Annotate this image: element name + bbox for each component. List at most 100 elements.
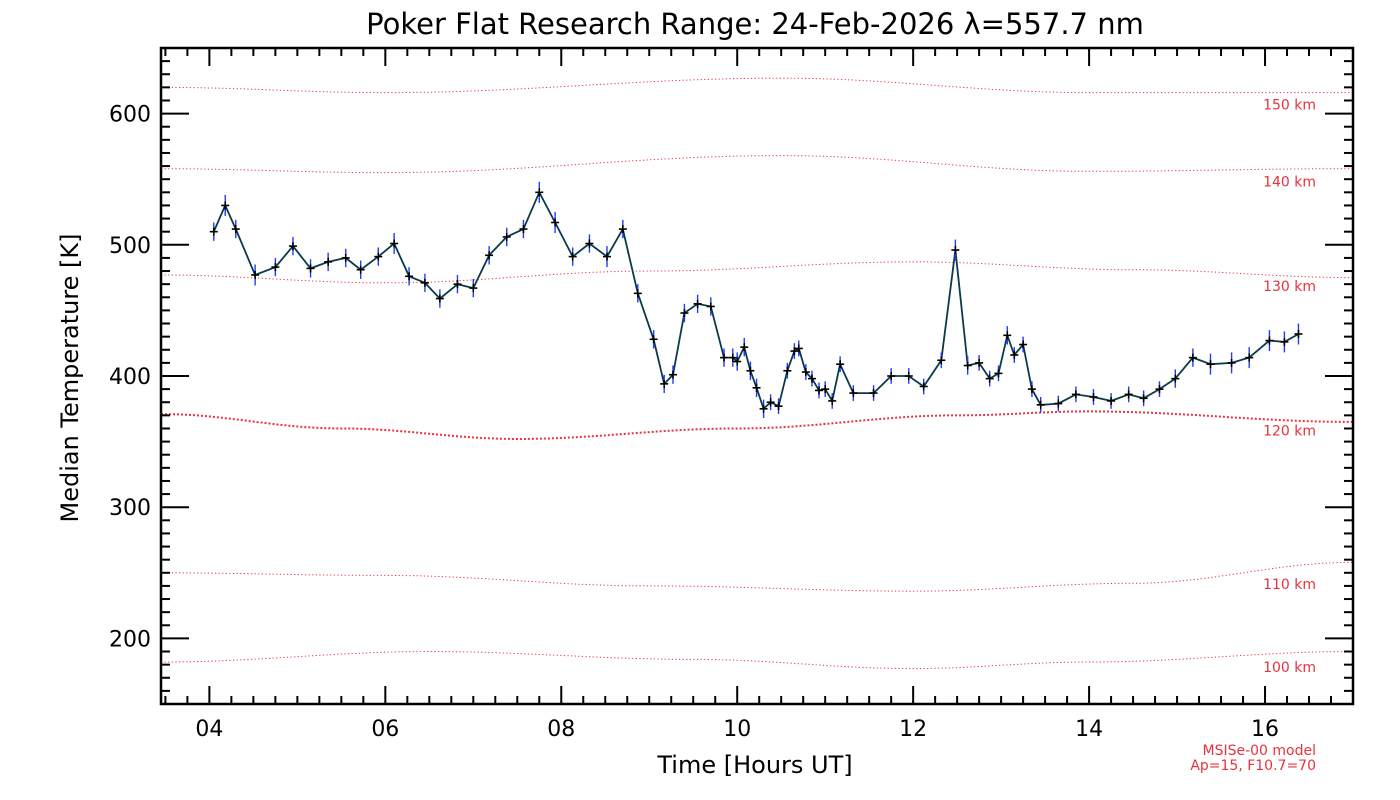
data-point — [951, 246, 960, 255]
data-point — [849, 389, 858, 398]
model-curve — [161, 561, 1353, 592]
model-note-line2: Ap=15, F10.7=70 — [1190, 758, 1316, 774]
data-point — [680, 309, 689, 318]
data-point — [733, 357, 742, 366]
data-point — [1139, 394, 1148, 403]
y-tick-label: 600 — [109, 103, 151, 128]
data-point — [1245, 353, 1254, 362]
data-point — [660, 379, 669, 388]
data-point — [374, 252, 383, 261]
data-point — [231, 225, 240, 234]
x-tick-label: 08 — [547, 717, 575, 742]
data-point — [585, 239, 594, 248]
data-point — [1188, 353, 1197, 362]
data-point — [306, 264, 315, 273]
chart-title: Poker Flat Research Range: 24-Feb-2026 λ… — [366, 7, 1144, 41]
data-point — [740, 343, 749, 352]
data-point — [1019, 340, 1028, 349]
data-point — [324, 257, 333, 266]
altitude-label: 120 km — [1263, 423, 1316, 439]
data-point — [1036, 400, 1045, 409]
data-point — [706, 302, 715, 311]
model-curve — [160, 410, 1353, 440]
data-point — [887, 372, 896, 380]
model-curve — [161, 261, 1353, 284]
data-point — [209, 227, 218, 236]
data-point — [794, 344, 803, 353]
x-tick-label: 10 — [723, 717, 751, 742]
altitude-label: 130 km — [1263, 279, 1316, 295]
data-point — [1071, 390, 1080, 399]
data-point — [1280, 337, 1289, 346]
data-point — [904, 372, 913, 380]
data-point — [485, 251, 494, 260]
altitude-label: 150 km — [1263, 98, 1316, 114]
data-point — [356, 265, 365, 274]
data-point — [420, 278, 429, 287]
data-point — [551, 218, 560, 227]
data-point — [759, 404, 768, 413]
data-point — [1171, 374, 1180, 383]
data-point — [836, 360, 845, 369]
plot-frame — [159, 46, 1355, 706]
altitude-label: 100 km — [1263, 660, 1316, 676]
data-point — [453, 280, 462, 289]
data-point — [801, 368, 810, 377]
series-line — [212, 190, 1299, 411]
altitude-label: 110 km — [1263, 577, 1316, 593]
data-point — [1054, 399, 1063, 408]
data-point — [405, 272, 414, 281]
data-series — [209, 181, 1303, 418]
data-point — [1003, 331, 1012, 340]
data-point — [1206, 360, 1215, 369]
data-point — [693, 299, 702, 308]
data-point — [390, 239, 399, 248]
y-tick-label: 500 — [109, 234, 151, 259]
data-point — [469, 284, 478, 293]
data-point — [774, 402, 783, 411]
data-point — [790, 347, 799, 356]
x-tick-label: 12 — [899, 717, 927, 742]
data-point — [752, 383, 761, 392]
data-point — [975, 358, 984, 367]
data-point — [1265, 336, 1274, 345]
data-point — [766, 398, 775, 407]
model-curve — [161, 155, 1353, 174]
altitude-label: 140 km — [1263, 175, 1316, 191]
x-axis-label: Time [Hours UT] — [656, 751, 852, 779]
model-curve — [161, 651, 1353, 670]
data-point — [828, 396, 837, 405]
data-point — [618, 225, 627, 234]
data-point — [1227, 358, 1236, 367]
x-tick-label: 06 — [371, 717, 399, 742]
data-point — [341, 253, 350, 262]
data-point — [1107, 396, 1116, 405]
data-point — [821, 385, 830, 394]
data-point — [1294, 330, 1303, 339]
data-point — [720, 353, 729, 362]
data-point — [568, 252, 577, 261]
data-point — [994, 369, 1003, 378]
data-point — [633, 289, 642, 298]
data-point — [919, 382, 928, 391]
tick-labels: 04 06 08 10 12 14 16 200 300 400 500 600 — [109, 103, 1279, 742]
data-point — [649, 335, 658, 344]
data-point — [985, 374, 994, 383]
model-note-line1: MSISe-00 model — [1202, 743, 1316, 759]
data-point — [1155, 385, 1164, 394]
x-tick-label: 16 — [1251, 717, 1279, 742]
data-point — [963, 361, 972, 370]
data-point — [221, 201, 230, 210]
data-point — [502, 232, 511, 241]
y-tick-label: 300 — [109, 496, 151, 521]
data-point — [869, 389, 878, 398]
data-point — [1124, 390, 1133, 399]
data-point — [937, 356, 946, 365]
data-point — [807, 374, 816, 383]
x-tick-label: 14 — [1075, 717, 1103, 742]
data-point — [519, 225, 528, 234]
data-point — [1089, 392, 1098, 401]
data-point — [1027, 385, 1036, 394]
data-point — [728, 353, 737, 362]
